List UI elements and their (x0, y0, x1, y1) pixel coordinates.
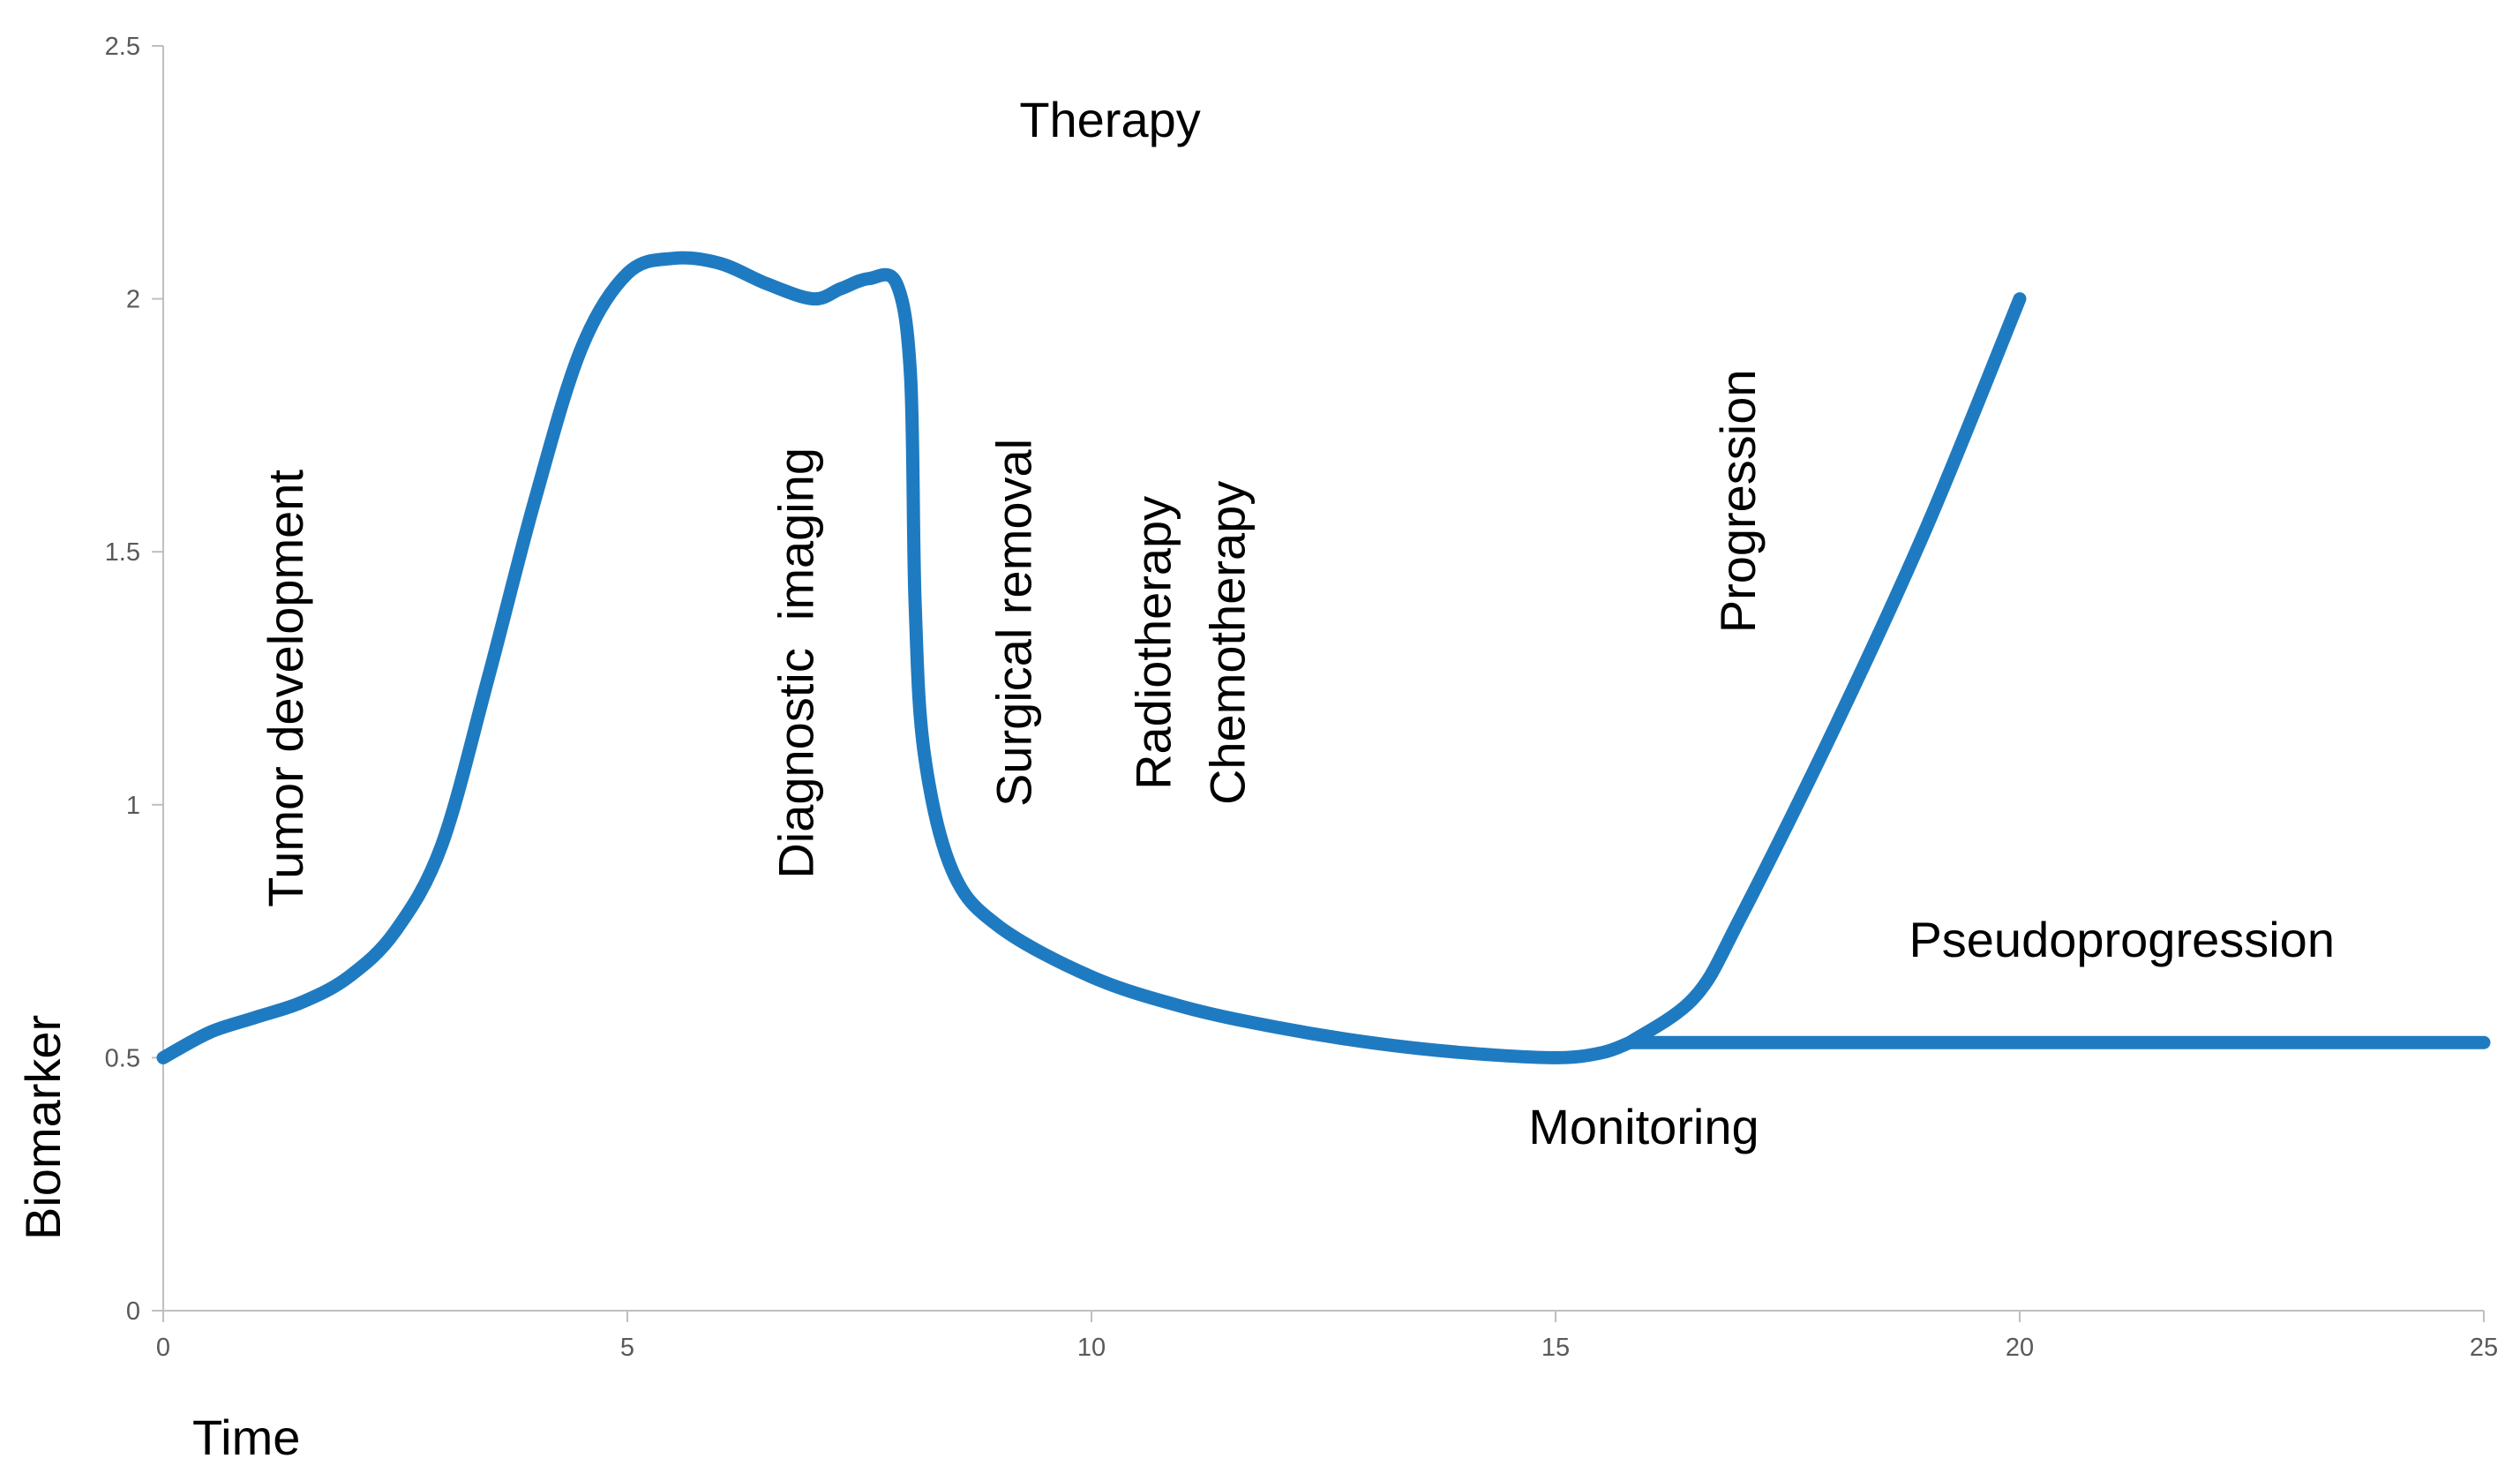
x-tick-label: 15 (1541, 1334, 1570, 1362)
axes: 0 5 10 15 20 25 0 0.5 1 1.5 2 2.5 (105, 33, 2498, 1362)
y-tick-label: 2.5 (105, 33, 140, 61)
annotation-label: Pseudoprogression (1909, 912, 2335, 967)
biomarker-curve-progression (1623, 292, 2027, 1049)
y-tick-label: 2 (126, 286, 140, 314)
y-tick-label: 0.5 (105, 1044, 140, 1072)
biomarker-curve-main (156, 251, 1637, 1064)
x-axis-title: Time (192, 1410, 300, 1465)
x-tick-label: 20 (2006, 1334, 2034, 1362)
x-tick-label: 10 (1077, 1334, 1106, 1362)
annotation-label: Surgical removal (986, 439, 1042, 807)
annotation-label: Tumor development (258, 470, 313, 907)
x-tick-label: 0 (156, 1334, 170, 1362)
annotation-label: Chemotherapy (1200, 481, 1256, 805)
annotation-label: Radiotherapy (1125, 496, 1181, 790)
annotation-label: Diagnostic imaging (768, 447, 823, 879)
annotations-group: Therapy Tumor development Diagnostic imagi… (258, 92, 2335, 1154)
axis-titles: Time Biomarker (15, 1015, 300, 1465)
x-tick-label: 25 (2470, 1334, 2498, 1362)
annotation-label: Monitoring (1528, 1099, 1759, 1154)
annotation-label: Progression (1710, 369, 1766, 633)
y-tick-label: 1.5 (105, 538, 140, 567)
annotation-label: Therapy (1019, 92, 1200, 147)
x-tick-label: 5 (620, 1334, 634, 1362)
series-group (156, 251, 2491, 1064)
y-tick-label: 0 (126, 1297, 140, 1326)
y-axis-title: Biomarker (15, 1015, 71, 1240)
y-tick-label: 1 (126, 792, 140, 820)
